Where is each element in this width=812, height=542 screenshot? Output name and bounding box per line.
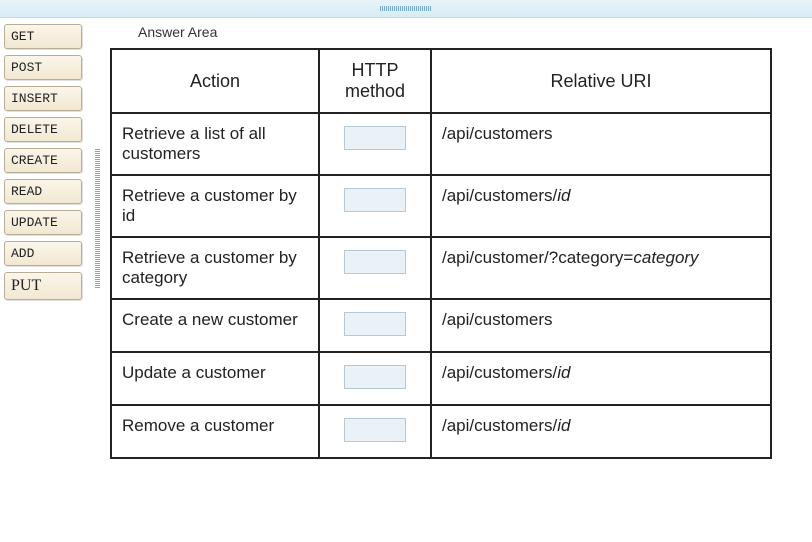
drop-target[interactable] [344, 312, 406, 336]
table-row: Retrieve a list of all customers/api/cus… [111, 113, 771, 175]
drag-item-delete[interactable]: DELETE [4, 117, 82, 142]
drag-item-read[interactable]: READ [4, 179, 82, 204]
uri-cell: /api/customers/id [431, 352, 771, 405]
uri-text: /api/customers/ [442, 363, 557, 382]
drag-handle-top[interactable] [380, 6, 432, 11]
drag-item-put[interactable]: PUT [4, 272, 82, 300]
method-cell [319, 237, 431, 299]
drag-item-insert[interactable]: INSERT [4, 86, 82, 111]
drag-item-add[interactable]: ADD [4, 241, 82, 266]
drag-item-post[interactable]: POST [4, 55, 82, 80]
uri-text: /api/customers [442, 124, 553, 143]
method-cell [319, 113, 431, 175]
drop-target[interactable] [344, 250, 406, 274]
drag-item-create[interactable]: CREATE [4, 148, 82, 173]
action-cell: Remove a customer [111, 405, 319, 458]
drop-target[interactable] [344, 188, 406, 212]
drag-source-panel: GET POST INSERT DELETE CREATE READ UPDATE ADD PU… [0, 18, 98, 306]
uri-text: /api/customers/ [442, 416, 557, 435]
header-uri: Relative URI [431, 49, 771, 113]
drag-handle-side[interactable] [95, 148, 100, 288]
uri-cell: /api/customer/?category=category [431, 237, 771, 299]
drop-target[interactable] [344, 126, 406, 150]
drag-item-update[interactable]: UPDATE [4, 210, 82, 235]
action-cell: Retrieve a customer by id [111, 175, 319, 237]
table-row: Retrieve a customer by category/api/cust… [111, 237, 771, 299]
main-container: GET POST INSERT DELETE CREATE READ UPDATE ADD PU… [0, 18, 812, 473]
action-cell: Update a customer [111, 352, 319, 405]
method-cell [319, 175, 431, 237]
method-cell [319, 352, 431, 405]
action-cell: Retrieve a customer by category [111, 237, 319, 299]
method-cell [319, 299, 431, 352]
answer-table: Action HTTP method Relative URI Retrieve… [110, 48, 772, 459]
table-row: Remove a customer/api/customers/id [111, 405, 771, 458]
table-row: Retrieve a customer by id/api/customers/… [111, 175, 771, 237]
drag-item-get[interactable]: GET [4, 24, 82, 49]
top-bar [0, 0, 812, 18]
uri-param: id [557, 363, 570, 382]
table-header-row: Action HTTP method Relative URI [111, 49, 771, 113]
drop-target[interactable] [344, 418, 406, 442]
uri-param: id [557, 186, 570, 205]
uri-param: category [633, 248, 698, 267]
header-method: HTTP method [319, 49, 431, 113]
uri-text: /api/customers [442, 310, 553, 329]
drop-target[interactable] [344, 365, 406, 389]
action-cell: Create a new customer [111, 299, 319, 352]
action-cell: Retrieve a list of all customers [111, 113, 319, 175]
method-cell [319, 405, 431, 458]
panel-title: Answer Area [138, 24, 798, 40]
header-action: Action [111, 49, 319, 113]
table-row: Update a customer/api/customers/id [111, 352, 771, 405]
uri-cell: /api/customers [431, 299, 771, 352]
answer-area-panel: Answer Area Action HTTP method Relative … [98, 18, 812, 473]
uri-cell: /api/customers/id [431, 175, 771, 237]
uri-text: /api/customer/?category= [442, 248, 633, 267]
uri-param: id [557, 416, 570, 435]
uri-text: /api/customers/ [442, 186, 557, 205]
uri-cell: /api/customers/id [431, 405, 771, 458]
uri-cell: /api/customers [431, 113, 771, 175]
table-row: Create a new customer/api/customers [111, 299, 771, 352]
